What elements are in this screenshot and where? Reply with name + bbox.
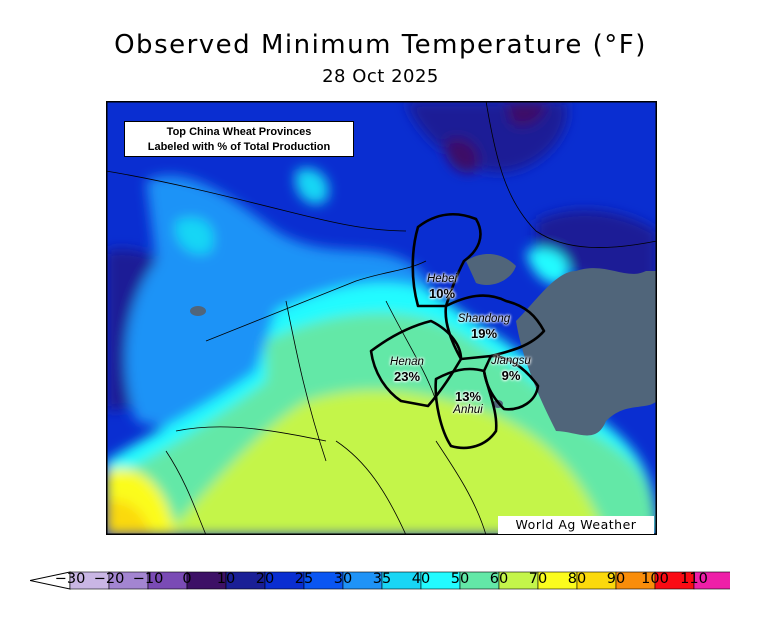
legend-tick-label: 0 [182, 571, 192, 587]
lake-icon-1 [190, 306, 206, 316]
legend-tick-label: −20 [93, 571, 125, 587]
boundary-4 [175, 426, 327, 442]
jiangsu-name: Jiangsu [491, 355, 531, 367]
note-line-2: Labeled with % of Total Production [147, 141, 331, 153]
bohai-sea [466, 254, 516, 286]
yellow-sea [516, 268, 657, 436]
border-anhui [434, 367, 498, 450]
label-shandong: Shandong 19% [452, 313, 516, 341]
purple-patch [506, 101, 546, 126]
legend-tick-label: 60 [489, 571, 509, 587]
border-hebei [411, 213, 482, 308]
legend-tick-label: 100 [641, 571, 669, 587]
map-date: 28 Oct 2025 [322, 66, 439, 87]
legend-tick-label: −10 [132, 571, 164, 587]
jiangsu-pct: 9% [501, 368, 521, 383]
orange-zone [106, 500, 151, 535]
legend-tick-label: −30 [54, 571, 86, 587]
credit-label: World Ag Weather [498, 516, 654, 534]
legend-tick-label: 30 [333, 571, 353, 587]
henan-pct: 23% [393, 369, 421, 384]
legend-tick-label: 110 [680, 571, 708, 587]
wheat-note: Top China Wheat Provinces Labeled with %… [124, 121, 354, 157]
note-line-1: Top China Wheat Provinces [166, 126, 312, 138]
legend-tick-label: 50 [450, 571, 470, 587]
henan-name: Henan [390, 356, 424, 368]
map-title: Observed Minimum Temperature (°F) [114, 30, 647, 60]
border-shandong [444, 294, 546, 361]
map-frame [106, 101, 657, 535]
purple-patch-2 [445, 138, 479, 173]
boundary-7 [485, 101, 657, 248]
border-henan [369, 319, 463, 408]
cyan-spot-1 [295, 168, 329, 205]
cyan-spot-2 [175, 217, 214, 255]
legend-tick-label: 25 [294, 571, 314, 587]
boundary-5 [335, 440, 407, 535]
boundary-2 [205, 260, 427, 342]
label-henan: Henan 23% [383, 356, 431, 384]
legend-tick-label: 20 [255, 571, 275, 587]
legend-tick-label: 90 [606, 571, 626, 587]
temperature-legend [30, 571, 730, 590]
boundary-8 [165, 450, 207, 535]
boundary-6 [435, 440, 487, 535]
coast-aqua [526, 248, 569, 285]
temperature-map [106, 101, 657, 535]
legend-swatch [693, 571, 730, 590]
shandong-name: Shandong [457, 313, 511, 325]
shandong-pct: 19% [470, 326, 498, 341]
legend-tick-label: 35 [372, 571, 392, 587]
anhui-name: Anhui [453, 404, 483, 416]
anhui-pct: 13% [454, 389, 482, 404]
boundary-9 [385, 300, 437, 402]
legend-tick-label: 40 [411, 571, 431, 587]
label-anhui: 13% Anhui [444, 389, 492, 417]
label-jiangsu: Jiangsu 9% [485, 355, 537, 383]
hebei-name: Hebei [426, 273, 458, 285]
legend-tick-label: 80 [567, 571, 587, 587]
legend-tick-label: 70 [528, 571, 548, 587]
hebei-pct: 10% [428, 286, 456, 301]
label-hebei: Hebei 10% [418, 273, 466, 301]
legend-tick-label: 10 [216, 571, 236, 587]
boundary-1 [106, 170, 407, 232]
boundary-3 [285, 300, 327, 462]
